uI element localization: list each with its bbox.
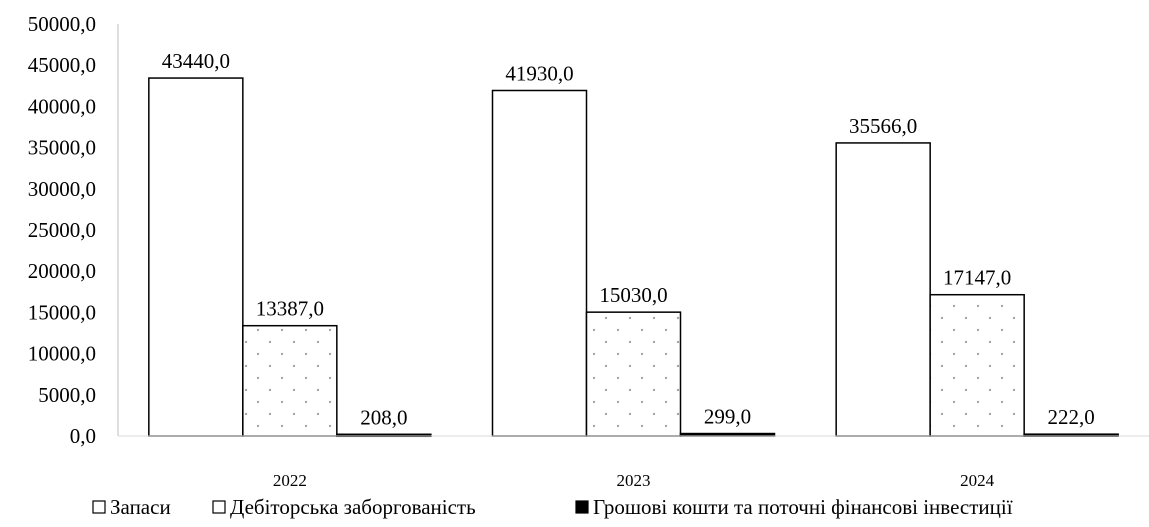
data-label: 299,0 [704,405,751,429]
y-tick-label: 15000,0 [28,300,96,324]
data-label: 43440,0 [162,49,230,73]
x-tick-label: 2022 [273,471,307,490]
legend-swatch [92,500,106,514]
y-tick-label: 10000,0 [28,342,96,366]
bar-2-2024 [929,293,1025,437]
data-label: 41930,0 [505,61,573,85]
data-labels: 43440,0 13387,0 208,0 41930,0 15030,0 299,0 35… [162,49,1095,429]
y-tick-label: 40000,0 [28,94,96,118]
bar-1-2024 [835,142,931,437]
x-tick-label: 2024 [960,471,995,490]
bar-2-2023 [585,311,682,437]
y-tick-label: 5000,0 [38,383,96,407]
data-label: 17147,0 [943,266,1011,290]
x-tick-label: 2023 [617,471,651,490]
y-tick-label: 25000,0 [28,218,96,242]
bar-1-2023 [491,89,588,437]
legend: Запаси Дебіторська заборгованість Грошові … [92,495,1013,519]
y-axis: 0,0 5000,0 10000,0 15000,0 20000,0 25000,0 300… [28,12,119,448]
y-tick-label: 35000,0 [28,136,96,160]
bars [148,77,1119,438]
x-axis: 2022 2023 2024 [118,435,1149,490]
data-label: 13387,0 [256,297,324,321]
data-label: 15030,0 [599,283,667,307]
data-label: 222,0 [1048,405,1095,429]
legend-label: Грошові кошти та поточні фінансові інвес… [593,495,1013,519]
bar-1-2022 [148,77,244,437]
legend-label: Дебіторська заборгованість [230,495,476,519]
legend-swatch [212,500,226,514]
y-tick-label: 45000,0 [28,53,96,77]
y-tick-label: 50000,0 [28,12,96,36]
y-tick-label: 0,0 [70,424,96,448]
data-label: 35566,0 [849,114,917,138]
bar-2-2022 [242,324,338,437]
y-tick-label: 30000,0 [28,177,96,201]
data-label: 208,0 [360,405,407,429]
legend-label: Запаси [110,495,171,519]
y-tick-label: 20000,0 [28,259,96,283]
legend-swatch [575,500,589,514]
